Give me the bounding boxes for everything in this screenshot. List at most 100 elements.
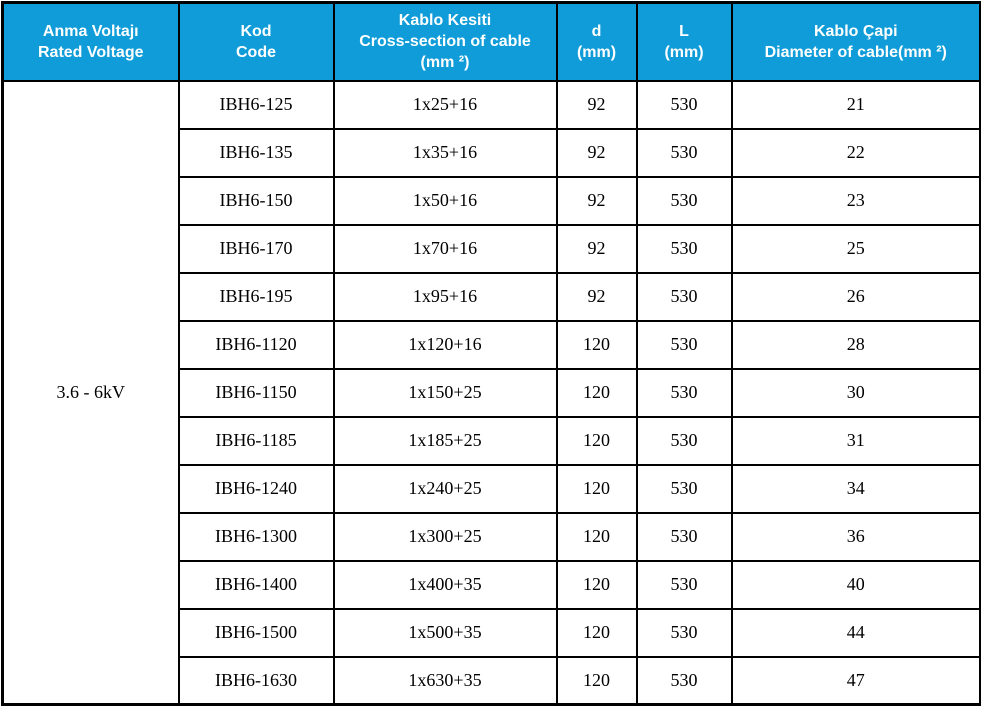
l-cell: 530 [635, 607, 733, 658]
header-line: (mm ²) [420, 54, 470, 72]
table-row: IBH6-195 1x95+16 92 530 26 [3, 271, 981, 322]
rated-voltage-cell: 3.6 - 6kV [1, 79, 180, 706]
diameter-cell: 31 [730, 415, 981, 466]
code-cell: IBH6-1150 [177, 367, 335, 418]
d-cell: 120 [555, 367, 638, 418]
cross-section-cell: 1x185+25 [332, 415, 558, 466]
code-cell: IBH6-1500 [177, 607, 335, 658]
col-header-rated-voltage: Anma Voltajı Rated Voltage [1, 1, 180, 82]
cross-section-cell: 1x50+16 [332, 175, 558, 226]
d-cell: 92 [555, 175, 638, 226]
table-row: IBH6-1240 1x240+25 120 530 34 [3, 463, 981, 514]
col-header-d: d (mm) [555, 1, 638, 82]
code-cell: IBH6-135 [177, 127, 335, 178]
l-cell: 530 [635, 175, 733, 226]
cross-section-cell: 1x25+16 [332, 79, 558, 130]
d-cell: 120 [555, 559, 638, 610]
code-cell: IBH6-1240 [177, 463, 335, 514]
diameter-cell: 26 [730, 271, 981, 322]
table-row: IBH6-1185 1x185+25 120 530 31 [3, 415, 981, 466]
l-cell: 530 [635, 127, 733, 178]
d-cell: 120 [555, 655, 638, 706]
d-cell: 120 [555, 415, 638, 466]
l-cell: 530 [635, 415, 733, 466]
d-cell: 92 [555, 271, 638, 322]
cross-section-cell: 1x630+35 [332, 655, 558, 706]
code-cell: IBH6-1300 [177, 511, 335, 562]
header-line: d [591, 22, 602, 40]
code-cell: IBH6-1185 [177, 415, 335, 466]
diameter-cell: 36 [730, 511, 981, 562]
header-line: Anma Voltajı [42, 22, 139, 40]
diameter-cell: 22 [730, 127, 981, 178]
header-line: Kod [240, 22, 272, 40]
d-cell: 120 [555, 319, 638, 370]
cross-section-cell: 1x70+16 [332, 223, 558, 274]
table-row: IBH6-1150 1x150+25 120 530 30 [3, 367, 981, 418]
diameter-cell: 34 [730, 463, 981, 514]
cross-section-cell: 1x240+25 [332, 463, 558, 514]
d-cell: 120 [555, 511, 638, 562]
col-header-length: L (mm) [635, 1, 733, 82]
d-cell: 120 [555, 463, 638, 514]
diameter-cell: 25 [730, 223, 981, 274]
header-line: (mm) [664, 43, 704, 61]
l-cell: 530 [635, 463, 733, 514]
cross-section-cell: 1x120+16 [332, 319, 558, 370]
l-cell: 530 [635, 655, 733, 706]
d-cell: 92 [555, 223, 638, 274]
cross-section-cell: 1x150+25 [332, 367, 558, 418]
d-cell: 92 [555, 79, 638, 130]
header-line: L [679, 22, 689, 40]
diameter-cell: 21 [730, 79, 981, 130]
table-row: IBH6-1120 1x120+16 120 530 28 [3, 319, 981, 370]
cross-section-cell: 1x35+16 [332, 127, 558, 178]
table-row: IBH6-1500 1x500+35 120 530 44 [3, 607, 981, 658]
code-cell: IBH6-1120 [177, 319, 335, 370]
header-line: Cross-section of cable [359, 33, 531, 51]
diameter-cell: 30 [730, 367, 981, 418]
table-row: IBH6-135 1x35+16 92 530 22 [3, 127, 981, 178]
diameter-cell: 47 [730, 655, 981, 706]
cross-section-cell: 1x95+16 [332, 271, 558, 322]
l-cell: 530 [635, 223, 733, 274]
col-header-cross-section: Kablo Kesiti Cross-section of cable (mm … [332, 1, 558, 82]
cross-section-cell: 1x400+35 [332, 559, 558, 610]
header-line: Diameter of cable(mm ²) [764, 43, 947, 61]
code-cell: IBH6-125 [177, 79, 335, 130]
header-row: Anma Voltajı Rated Voltage Kod Code Kabl… [1, 1, 981, 82]
d-cell: 120 [555, 607, 638, 658]
code-cell: IBH6-1400 [177, 559, 335, 610]
header-line: Rated Voltage [38, 43, 144, 61]
diameter-cell: 23 [730, 175, 981, 226]
l-cell: 530 [635, 271, 733, 322]
table-row: IBH6-1630 1x630+35 120 530 47 [3, 655, 981, 706]
diameter-cell: 28 [730, 319, 981, 370]
diameter-cell: 44 [730, 607, 981, 658]
l-cell: 530 [635, 319, 733, 370]
d-cell: 92 [555, 127, 638, 178]
header-line: (mm) [576, 43, 617, 61]
header-line: Kablo Çapi [813, 22, 898, 40]
l-cell: 530 [635, 79, 733, 130]
table-row: IBH6-1400 1x400+35 120 530 40 [3, 559, 981, 610]
table-row: IBH6-1300 1x300+25 120 530 36 [3, 511, 981, 562]
table-row: 3.6 - 6kV IBH6-125 1x25+16 92 530 21 [1, 79, 981, 706]
code-cell: IBH6-1630 [177, 655, 335, 706]
header-line: Code [236, 43, 276, 61]
header-line: Kablo Kesiti [398, 12, 492, 30]
cross-section-cell: 1x300+25 [332, 511, 558, 562]
diameter-cell: 40 [730, 559, 981, 610]
code-cell: IBH6-195 [177, 271, 335, 322]
l-cell: 530 [635, 367, 733, 418]
table-row: IBH6-170 1x70+16 92 530 25 [3, 223, 981, 274]
l-cell: 530 [635, 511, 733, 562]
l-cell: 530 [635, 559, 733, 610]
col-header-code: Kod Code [177, 1, 335, 82]
col-header-diameter: Kablo Çapi Diameter of cable(mm ²) [730, 1, 981, 82]
cross-section-cell: 1x500+35 [332, 607, 558, 658]
table-row: IBH6-150 1x50+16 92 530 23 [3, 175, 981, 226]
code-cell: IBH6-150 [177, 175, 335, 226]
